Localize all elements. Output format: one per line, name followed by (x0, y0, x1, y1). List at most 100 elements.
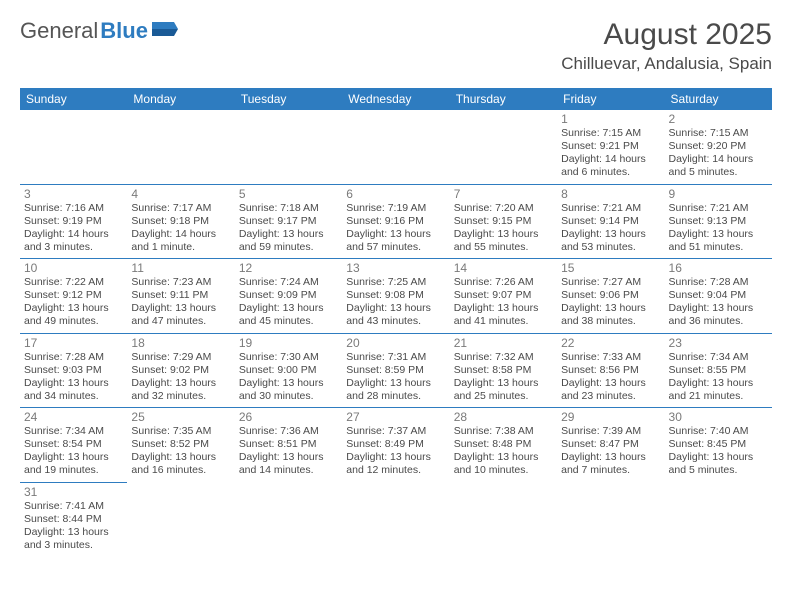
daylight-line: Daylight: 13 hours (454, 377, 553, 390)
calendar-body: 1Sunrise: 7:15 AMSunset: 9:21 PMDaylight… (20, 110, 772, 556)
calendar-week: 24Sunrise: 7:34 AMSunset: 8:54 PMDayligh… (20, 408, 772, 483)
daylight-line: and 59 minutes. (239, 241, 338, 254)
sunrise-line: Sunrise: 7:40 AM (669, 425, 768, 438)
sunset-line: Sunset: 9:12 PM (24, 289, 123, 302)
calendar-cell: 21Sunrise: 7:32 AMSunset: 8:58 PMDayligh… (450, 333, 557, 408)
sunrise-line: Sunrise: 7:21 AM (561, 202, 660, 215)
day-number: 25 (131, 410, 230, 424)
day-number: 7 (454, 187, 553, 201)
sunrise-line: Sunrise: 7:23 AM (131, 276, 230, 289)
sunset-line: Sunset: 8:52 PM (131, 438, 230, 451)
daylight-line: Daylight: 13 hours (454, 451, 553, 464)
day-number: 26 (239, 410, 338, 424)
sunrise-line: Sunrise: 7:16 AM (24, 202, 123, 215)
sunset-line: Sunset: 9:21 PM (561, 140, 660, 153)
logo: GeneralBlue (20, 18, 178, 44)
day-number: 22 (561, 336, 660, 350)
daylight-line: Daylight: 13 hours (346, 228, 445, 241)
daylight-line: and 43 minutes. (346, 315, 445, 328)
calendar-cell (235, 110, 342, 184)
day-number: 2 (669, 112, 768, 126)
calendar-cell (557, 482, 664, 556)
daylight-line: Daylight: 13 hours (669, 377, 768, 390)
daylight-line: Daylight: 13 hours (669, 228, 768, 241)
daylight-line: and 25 minutes. (454, 390, 553, 403)
sunrise-line: Sunrise: 7:30 AM (239, 351, 338, 364)
sunset-line: Sunset: 9:06 PM (561, 289, 660, 302)
sunset-line: Sunset: 9:04 PM (669, 289, 768, 302)
calendar-cell: 17Sunrise: 7:28 AMSunset: 9:03 PMDayligh… (20, 333, 127, 408)
day-header: Tuesday (235, 88, 342, 110)
daylight-line: Daylight: 13 hours (454, 228, 553, 241)
day-number: 27 (346, 410, 445, 424)
calendar-cell: 3Sunrise: 7:16 AMSunset: 9:19 PMDaylight… (20, 184, 127, 259)
calendar-cell: 4Sunrise: 7:17 AMSunset: 9:18 PMDaylight… (127, 184, 234, 259)
calendar-cell: 14Sunrise: 7:26 AMSunset: 9:07 PMDayligh… (450, 259, 557, 334)
daylight-line: and 3 minutes. (24, 539, 123, 552)
day-number: 17 (24, 336, 123, 350)
calendar-cell: 25Sunrise: 7:35 AMSunset: 8:52 PMDayligh… (127, 408, 234, 483)
daylight-line: Daylight: 13 hours (239, 302, 338, 315)
daylight-line: and 5 minutes. (669, 464, 768, 477)
calendar-cell: 23Sunrise: 7:34 AMSunset: 8:55 PMDayligh… (665, 333, 772, 408)
daylight-line: and 57 minutes. (346, 241, 445, 254)
sunset-line: Sunset: 9:08 PM (346, 289, 445, 302)
day-number: 24 (24, 410, 123, 424)
sunset-line: Sunset: 8:48 PM (454, 438, 553, 451)
calendar-cell: 22Sunrise: 7:33 AMSunset: 8:56 PMDayligh… (557, 333, 664, 408)
daylight-line: and 3 minutes. (24, 241, 123, 254)
sunset-line: Sunset: 9:17 PM (239, 215, 338, 228)
daylight-line: Daylight: 13 hours (239, 377, 338, 390)
daylight-line: and 28 minutes. (346, 390, 445, 403)
daylight-line: and 51 minutes. (669, 241, 768, 254)
calendar-cell: 27Sunrise: 7:37 AMSunset: 8:49 PMDayligh… (342, 408, 449, 483)
daylight-line: and 30 minutes. (239, 390, 338, 403)
sunrise-line: Sunrise: 7:36 AM (239, 425, 338, 438)
calendar-cell: 19Sunrise: 7:30 AMSunset: 9:00 PMDayligh… (235, 333, 342, 408)
day-number: 12 (239, 261, 338, 275)
calendar-cell: 11Sunrise: 7:23 AMSunset: 9:11 PMDayligh… (127, 259, 234, 334)
sunrise-line: Sunrise: 7:28 AM (669, 276, 768, 289)
calendar-cell (20, 110, 127, 184)
sunrise-line: Sunrise: 7:38 AM (454, 425, 553, 438)
sunset-line: Sunset: 8:59 PM (346, 364, 445, 377)
day-number: 28 (454, 410, 553, 424)
sunrise-line: Sunrise: 7:33 AM (561, 351, 660, 364)
logo-text-1: General (20, 18, 98, 44)
sunset-line: Sunset: 9:13 PM (669, 215, 768, 228)
day-header: Saturday (665, 88, 772, 110)
calendar-cell: 2Sunrise: 7:15 AMSunset: 9:20 PMDaylight… (665, 110, 772, 184)
daylight-line: and 36 minutes. (669, 315, 768, 328)
sunrise-line: Sunrise: 7:35 AM (131, 425, 230, 438)
sunset-line: Sunset: 8:49 PM (346, 438, 445, 451)
daylight-line: and 49 minutes. (24, 315, 123, 328)
sunset-line: Sunset: 9:11 PM (131, 289, 230, 302)
sunset-line: Sunset: 9:07 PM (454, 289, 553, 302)
calendar-cell: 20Sunrise: 7:31 AMSunset: 8:59 PMDayligh… (342, 333, 449, 408)
sunrise-line: Sunrise: 7:26 AM (454, 276, 553, 289)
location: Chilluevar, Andalusia, Spain (561, 54, 772, 74)
day-number: 5 (239, 187, 338, 201)
calendar-cell: 6Sunrise: 7:19 AMSunset: 9:16 PMDaylight… (342, 184, 449, 259)
day-number: 19 (239, 336, 338, 350)
calendar-cell: 8Sunrise: 7:21 AMSunset: 9:14 PMDaylight… (557, 184, 664, 259)
daylight-line: and 1 minute. (131, 241, 230, 254)
daylight-line: and 34 minutes. (24, 390, 123, 403)
sunrise-line: Sunrise: 7:19 AM (346, 202, 445, 215)
calendar-cell: 28Sunrise: 7:38 AMSunset: 8:48 PMDayligh… (450, 408, 557, 483)
daylight-line: and 45 minutes. (239, 315, 338, 328)
sunrise-line: Sunrise: 7:41 AM (24, 500, 123, 513)
day-header: Monday (127, 88, 234, 110)
daylight-line: Daylight: 14 hours (561, 153, 660, 166)
daylight-line: Daylight: 13 hours (131, 302, 230, 315)
daylight-line: Daylight: 13 hours (239, 228, 338, 241)
daylight-line: and 14 minutes. (239, 464, 338, 477)
sunrise-line: Sunrise: 7:17 AM (131, 202, 230, 215)
calendar-cell: 12Sunrise: 7:24 AMSunset: 9:09 PMDayligh… (235, 259, 342, 334)
calendar-cell (342, 482, 449, 556)
daylight-line: Daylight: 13 hours (24, 451, 123, 464)
sunset-line: Sunset: 8:56 PM (561, 364, 660, 377)
sunset-line: Sunset: 8:47 PM (561, 438, 660, 451)
sunset-line: Sunset: 9:03 PM (24, 364, 123, 377)
sunrise-line: Sunrise: 7:28 AM (24, 351, 123, 364)
